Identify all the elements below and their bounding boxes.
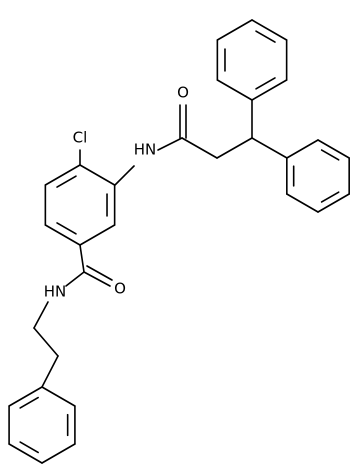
bond	[56, 175, 77, 188]
atom-label: O	[177, 84, 189, 102]
bond	[79, 224, 116, 246]
bond	[83, 271, 111, 287]
bonds	[33, 99, 288, 388]
bond	[320, 191, 340, 203]
bond	[19, 396, 39, 409]
bond	[44, 164, 81, 186]
bond	[216, 79, 253, 101]
bond	[114, 165, 135, 186]
bond	[320, 149, 340, 161]
bond	[216, 137, 253, 159]
bond	[251, 19, 288, 41]
bond	[65, 271, 85, 287]
bond	[8, 443, 43, 464]
bond	[41, 443, 76, 464]
bond	[41, 386, 76, 407]
atom-label: O	[114, 280, 126, 298]
bond	[86, 265, 113, 281]
bond	[44, 224, 81, 246]
bond	[216, 19, 253, 41]
bond	[33, 301, 49, 329]
bond	[251, 79, 288, 101]
bond	[33, 327, 59, 357]
bond	[19, 441, 39, 454]
bond	[41, 355, 59, 388]
bond	[56, 222, 77, 235]
bond	[79, 164, 116, 186]
atom-label: HN	[44, 283, 67, 301]
bond	[255, 77, 276, 90]
bond	[317, 193, 350, 213]
bond	[286, 139, 319, 159]
bond	[157, 137, 183, 151]
bond	[251, 137, 288, 159]
bond	[317, 139, 350, 159]
atom-label: HN	[134, 141, 157, 159]
bond	[79, 244, 85, 273]
bond	[8, 386, 43, 407]
atom-label: Cl	[73, 129, 88, 147]
bond	[181, 137, 218, 159]
bond	[286, 193, 319, 213]
bond	[255, 30, 276, 43]
